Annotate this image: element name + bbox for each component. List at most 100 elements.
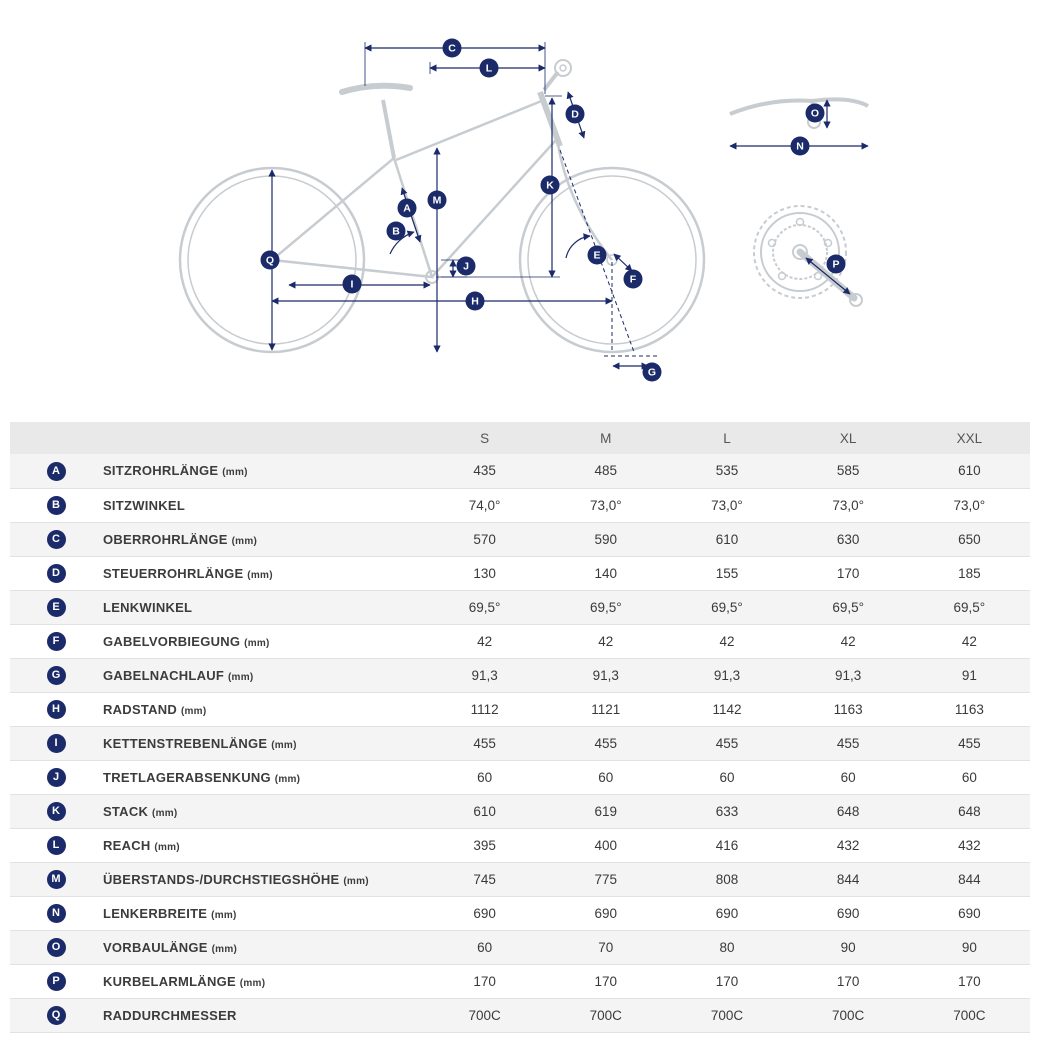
row-value-m: 485 (594, 463, 618, 479)
row-key-badge: N (46, 904, 66, 923)
row-value-xl: 60 (840, 769, 856, 785)
row-value-xl: 170 (836, 565, 860, 581)
row-value-xxl: 648 (958, 803, 981, 819)
row-value-s: 690 (473, 905, 496, 921)
row-label: KURBELARMLÄNGE (103, 973, 236, 989)
row-key-badge: B (46, 496, 66, 515)
row-label-cell: SITZWINKEL (102, 488, 424, 522)
row-key-badge: F (46, 632, 66, 651)
measurement-lines (268, 42, 869, 370)
row-value-m: 590 (594, 531, 618, 547)
row-unit: (mm) (247, 569, 273, 581)
row-key-cell: N (10, 896, 102, 930)
row-label-cell: RADSTAND (mm) (102, 692, 424, 726)
row-value-xl: 91,3 (835, 667, 862, 683)
row-label-cell: VORBAULÄNGE (mm) (102, 930, 424, 964)
header-key-spacer (10, 422, 102, 454)
row-value-xxl: 185 (958, 565, 981, 581)
row-key-cell: O (10, 930, 102, 964)
row-label: KETTENSTREBENLÄNGE (103, 735, 268, 751)
svg-text:H: H (471, 296, 479, 308)
row-unit: (mm) (211, 943, 238, 955)
row-label: STACK (103, 803, 149, 819)
row-label: SITZROHRLÄNGE (103, 463, 219, 479)
row-value-l: 60 (719, 769, 735, 785)
row-value-l: 633 (715, 803, 739, 819)
svg-text:A: A (403, 203, 411, 215)
measure-e-arc (565, 233, 591, 259)
svg-text:E: E (593, 250, 600, 262)
row-value-s: 395 (473, 837, 496, 853)
row-value-l: 416 (715, 837, 739, 853)
row-unit: (mm) (211, 909, 237, 921)
head-tube (537, 90, 563, 148)
svg-text:B: B (392, 226, 400, 238)
row-label: LENKERBREITE (103, 905, 208, 921)
row-unit: (mm) (271, 739, 297, 751)
measure-badge-f: F (623, 269, 643, 289)
measure-badge-k: K (540, 175, 560, 195)
svg-text:P: P (832, 259, 839, 271)
row-value-m: 690 (594, 905, 618, 921)
row-value-xl: 1163 (833, 701, 863, 717)
row-value-m: 1121 (591, 701, 621, 717)
row-value-l: 91,3 (713, 667, 741, 683)
row-value-s: 170 (473, 973, 496, 989)
row-key-cell: B (10, 488, 102, 522)
row-value-xxl: 60 (961, 769, 977, 785)
row-key-badge: D (46, 564, 66, 583)
row-value-xxl: 69,5° (953, 599, 986, 615)
row-key-cell: K (10, 794, 102, 828)
row-value-l: 690 (715, 905, 739, 921)
row-value-xxl: 690 (958, 905, 981, 921)
row-value-s: 610 (473, 803, 496, 819)
row-key-cell: H (10, 692, 102, 726)
row-key-badge: L (46, 836, 66, 855)
row-value-m: 400 (594, 837, 618, 853)
geometry-diagram-area: A B C D E F G H I J K L M N O P Q (0, 0, 1040, 420)
table-row: P KURBELARMLÄNGE (mm) 170 170 170 170 17… (10, 964, 1030, 998)
row-label-cell: OBERROHRLÄNGE (mm) (102, 522, 424, 556)
geometry-table: S M L XL XXL A SITZROHRLÄNGE (mm) 435 48… (10, 422, 1030, 1033)
row-value-l: 80 (719, 939, 735, 955)
row-value-xl: 630 (836, 531, 860, 547)
row-value-s: 42 (477, 633, 493, 649)
measure-badge-d: D (565, 104, 585, 124)
row-value-m: 73,0° (589, 497, 622, 513)
row-value-s: 60 (477, 939, 493, 955)
row-key-cell: C (10, 522, 102, 556)
table-row: B SITZWINKEL 74,0° 73,0° 73,0° 73,0° 73,… (10, 488, 1030, 522)
row-value-l: 1142 (712, 701, 742, 717)
row-unit: (mm) (231, 535, 258, 547)
row-label: REACH (103, 837, 151, 853)
svg-text:Q: Q (266, 255, 274, 267)
row-key-cell: P (10, 964, 102, 998)
row-label: TRETLAGERABSENKUNG (103, 769, 271, 785)
measure-p-line (805, 257, 851, 295)
row-value-s: 700C (468, 1007, 501, 1023)
svg-text:G: G (648, 367, 656, 379)
row-value-s: 570 (473, 531, 496, 547)
table-row: H RADSTAND (mm) 1112 1121 1142 1163 1163 (10, 692, 1030, 726)
svg-text:N: N (796, 141, 804, 153)
bike-geometry-diagram: A B C D E F G H I J K L M N O P Q (178, 38, 869, 382)
measure-badges: A B C D E F G H I J K L M N O P Q (260, 38, 846, 382)
row-value-m: 455 (594, 735, 618, 751)
row-value-xxl: 700C (953, 1007, 986, 1023)
row-value-xxl: 650 (958, 531, 981, 547)
row-key-cell: E (10, 590, 102, 624)
row-value-xxl: 844 (958, 871, 981, 887)
svg-text:L: L (486, 63, 493, 75)
row-value-m: 70 (598, 939, 614, 955)
size-header-xxl: XXL (908, 422, 1030, 454)
measure-badge-a: A (397, 198, 417, 218)
svg-text:O: O (811, 108, 819, 120)
row-unit: (mm) (343, 875, 369, 887)
row-key-badge: E (46, 598, 66, 617)
row-label-cell: LENKERBREITE (mm) (102, 896, 424, 930)
row-value-xl: 90 (840, 939, 856, 955)
table-row: M ÜBERSTANDS-/DURCHSTIEGSHÖHE (mm) 745 7… (10, 862, 1030, 896)
row-value-xxl: 610 (958, 463, 981, 479)
row-label: SITZWINKEL (103, 497, 186, 513)
row-value-m: 60 (598, 769, 614, 785)
